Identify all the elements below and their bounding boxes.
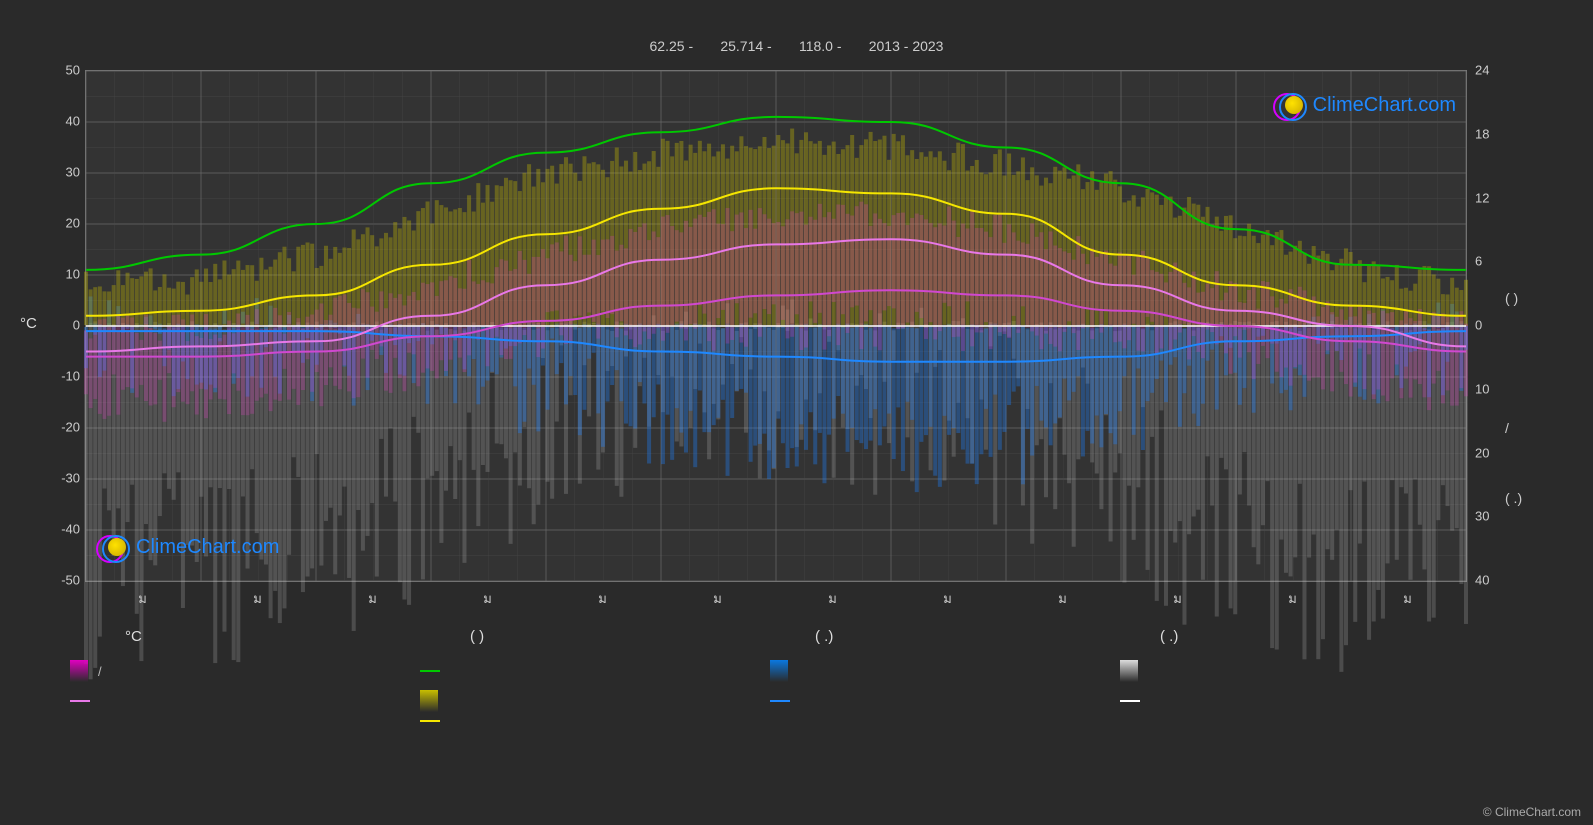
y-tick-right: 20 bbox=[1475, 445, 1489, 460]
legend-header-4: ( .) bbox=[1120, 628, 1465, 645]
y-tick-right: 0 bbox=[1475, 318, 1482, 333]
x-tick: ม bbox=[943, 588, 952, 609]
watermark-text: ClimeChart.com bbox=[1313, 94, 1456, 117]
x-tick: ม bbox=[1288, 588, 1297, 609]
y-tick-right: 40 bbox=[1475, 573, 1489, 588]
chart-subtitle: 62.25 - 25.714 - 118.0 - 2013 - 2023 bbox=[0, 38, 1593, 54]
legend-row bbox=[70, 720, 1470, 722]
x-tick: ม bbox=[138, 588, 147, 609]
legend-header-3: ( .) bbox=[775, 628, 1120, 645]
legend-cell bbox=[70, 690, 420, 712]
x-tick: ม bbox=[1058, 588, 1067, 609]
right-axis-label-2: / bbox=[1505, 420, 1509, 436]
y-tick-right: 10 bbox=[1475, 381, 1489, 396]
legend-cell bbox=[420, 720, 770, 722]
x-tick: ม bbox=[483, 588, 492, 609]
legend-cell bbox=[1120, 660, 1470, 682]
legend-swatch bbox=[70, 660, 88, 682]
lat-value: 62.25 - bbox=[650, 38, 694, 54]
x-tick: ม bbox=[253, 588, 262, 609]
left-axis-label: °C bbox=[20, 315, 37, 332]
y-tick-left: -30 bbox=[61, 471, 80, 486]
x-tick: ม bbox=[828, 588, 837, 609]
y-tick-right: 30 bbox=[1475, 509, 1489, 524]
y-tick-left: -40 bbox=[61, 522, 80, 537]
y-tick-left: 0 bbox=[73, 318, 80, 333]
y-tick-left: 10 bbox=[66, 267, 80, 282]
x-tick: ม bbox=[598, 588, 607, 609]
legend-row bbox=[70, 690, 1470, 712]
watermark-bottom-left: ClimeChart.com bbox=[96, 531, 279, 563]
lon-value: 25.714 - bbox=[720, 38, 771, 54]
y-tick-left: 30 bbox=[66, 165, 80, 180]
y-tick-right: 24 bbox=[1475, 63, 1489, 78]
y-tick-right: 18 bbox=[1475, 126, 1489, 141]
plot-area: ClimeChart.com ClimeChart.com bbox=[85, 70, 1467, 582]
legend-cell bbox=[420, 690, 770, 712]
plot-svg bbox=[86, 71, 1466, 581]
legend-swatch bbox=[770, 700, 790, 702]
y-tick-left: -20 bbox=[61, 420, 80, 435]
legend-swatch bbox=[1120, 660, 1138, 682]
right-axis-label-3: ( .) bbox=[1505, 490, 1522, 506]
legend-swatch bbox=[70, 700, 90, 702]
legend-cell bbox=[420, 660, 770, 682]
logo-icon bbox=[96, 531, 128, 563]
y-tick-left: 40 bbox=[66, 114, 80, 129]
legend-cell bbox=[1120, 690, 1470, 712]
watermark-top-right: ClimeChart.com bbox=[1273, 89, 1456, 121]
legend-swatch bbox=[770, 660, 788, 682]
y-tick-left: -50 bbox=[61, 573, 80, 588]
legend-label: / bbox=[98, 664, 102, 679]
legend-cell bbox=[1120, 720, 1470, 722]
legend-header-2: ( ) bbox=[430, 628, 775, 645]
x-tick: ม bbox=[713, 588, 722, 609]
watermark-text: ClimeChart.com bbox=[136, 536, 279, 559]
right-axis-label-1: ( ) bbox=[1505, 290, 1518, 306]
legend-cell bbox=[770, 660, 1120, 682]
legend-cell bbox=[770, 690, 1120, 712]
y-tick-left: 50 bbox=[66, 63, 80, 78]
climate-chart: 62.25 - 25.714 - 118.0 - 2013 - 2023 °C … bbox=[0, 0, 1593, 825]
logo-icon bbox=[1273, 89, 1305, 121]
y-tick-right: 6 bbox=[1475, 254, 1482, 269]
legend-cell: / bbox=[70, 660, 420, 682]
years-value: 2013 - 2023 bbox=[869, 38, 944, 54]
copyright: © ClimeChart.com bbox=[1483, 805, 1581, 819]
legend-swatch bbox=[420, 720, 440, 722]
x-tick: ม bbox=[368, 588, 377, 609]
legend-cell bbox=[770, 720, 1120, 722]
legend-swatch bbox=[1120, 700, 1140, 702]
legend-headers: °C ( ) ( .) ( .) bbox=[85, 628, 1465, 645]
y-tick-left: 20 bbox=[66, 216, 80, 231]
legend-swatch bbox=[420, 690, 438, 712]
x-tick: ม bbox=[1403, 588, 1412, 609]
legend-row: / bbox=[70, 660, 1470, 682]
legend-header-1: °C bbox=[85, 628, 430, 645]
x-tick: ม bbox=[1173, 588, 1182, 609]
legend-swatch bbox=[420, 670, 440, 672]
y-tick-left: -10 bbox=[61, 369, 80, 384]
legend-cell bbox=[70, 720, 420, 722]
elev-value: 118.0 - bbox=[799, 38, 842, 54]
y-tick-right: 12 bbox=[1475, 190, 1489, 205]
